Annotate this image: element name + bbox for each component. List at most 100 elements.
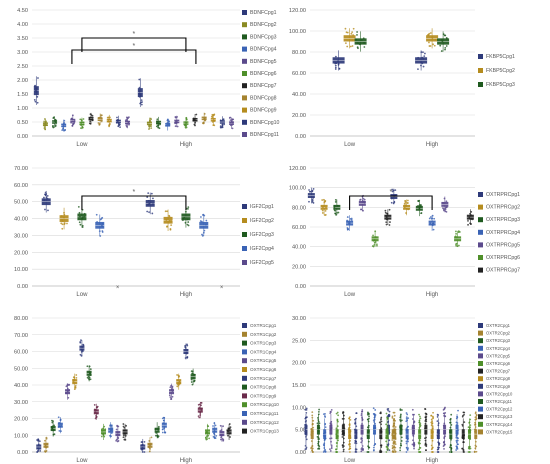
- data-point: [417, 68, 419, 71]
- data-point: [191, 383, 194, 386]
- data-point: [380, 423, 383, 426]
- data-point: [80, 354, 83, 357]
- data-point: [329, 450, 332, 452]
- data-point: [65, 392, 67, 395]
- data-point: [445, 200, 448, 203]
- data-point: [177, 384, 180, 387]
- x-tick-label: High: [426, 458, 438, 464]
- data-point: [109, 429, 112, 432]
- data-point: [368, 415, 370, 418]
- data-point: [404, 204, 407, 207]
- data-point: [336, 411, 339, 414]
- data-point: [304, 423, 307, 426]
- data-point: [374, 230, 377, 233]
- data-point: [399, 442, 402, 445]
- data-point: [455, 236, 457, 239]
- data-point: [439, 44, 442, 47]
- data-point: [394, 446, 397, 449]
- data-point: [406, 448, 409, 451]
- data-point: [469, 418, 472, 421]
- data-point: [361, 418, 364, 421]
- data-point: [386, 434, 389, 437]
- data-point: [62, 124, 65, 126]
- data-point: [101, 230, 104, 232]
- data-point: [469, 451, 471, 453]
- data-point: [353, 428, 356, 431]
- data-point: [44, 193, 47, 196]
- y-tick-label: 0.00: [17, 284, 28, 290]
- data-point: [212, 435, 215, 438]
- data-point: [399, 416, 402, 419]
- data-point: [60, 215, 63, 217]
- data-point: [201, 234, 204, 237]
- data-point: [425, 418, 428, 421]
- data-point: [140, 101, 143, 104]
- data-point: [422, 65, 425, 68]
- data-point: [177, 374, 180, 377]
- data-point: [455, 435, 458, 437]
- y-tick-label: 60.00: [14, 350, 28, 356]
- legend-swatch: [242, 232, 247, 237]
- y-tick-label: 30.00: [14, 233, 28, 239]
- data-point: [388, 431, 391, 434]
- data-point: [361, 445, 364, 447]
- legend-label: BDNFCpg6: [250, 71, 277, 77]
- chart-panel-5: 0.00 10.00 20.00 30.00 40.00 50.00 60.00 70.00 8…: [14, 316, 279, 464]
- data-point: [100, 120, 103, 123]
- y-tick-label: 20.00: [14, 250, 28, 256]
- legend-swatch: [478, 242, 483, 248]
- data-point: [373, 444, 376, 447]
- legend-label: OXTR1Cpg10: [250, 402, 279, 407]
- data-point: [100, 114, 102, 117]
- data-point: [176, 383, 179, 386]
- data-point: [405, 207, 408, 210]
- data-point: [312, 423, 314, 425]
- data-point: [437, 441, 440, 444]
- data-point: [443, 408, 446, 411]
- data-point: [44, 444, 47, 447]
- data-point: [45, 196, 48, 199]
- data-point: [205, 438, 208, 440]
- data-point: [193, 123, 196, 126]
- data-point: [367, 420, 370, 423]
- data-point: [355, 436, 358, 439]
- legend-swatch: [242, 107, 247, 113]
- data-point: [407, 202, 409, 204]
- legend-swatch: [478, 361, 483, 366]
- y-tick-label: 15.00: [292, 383, 306, 389]
- data-point: [80, 124, 82, 127]
- data-point: [61, 218, 63, 221]
- data-point: [361, 409, 364, 411]
- data-point: [66, 387, 69, 390]
- data-point: [374, 422, 376, 425]
- legend-swatch: [478, 217, 483, 223]
- data-point: [210, 115, 213, 118]
- data-point: [390, 196, 393, 199]
- data-point: [336, 212, 338, 214]
- data-point: [159, 123, 161, 126]
- data-point: [344, 42, 347, 44]
- outlier-mark: ×: [116, 285, 120, 291]
- data-point: [424, 432, 427, 435]
- data-point: [342, 411, 345, 413]
- data-point: [177, 376, 180, 378]
- data-point: [45, 436, 48, 439]
- data-point: [456, 443, 459, 446]
- legend-label: OXTR2Cpg11: [486, 399, 513, 404]
- data-point: [205, 223, 207, 226]
- data-point: [53, 424, 56, 427]
- data-point: [385, 451, 388, 453]
- data-point: [106, 116, 109, 119]
- data-point: [344, 27, 347, 30]
- data-point: [436, 416, 439, 418]
- data-point: [394, 432, 397, 435]
- data-point: [222, 439, 225, 442]
- data-point: [333, 205, 336, 207]
- data-point: [420, 51, 423, 54]
- data-point: [348, 448, 351, 451]
- data-point: [363, 46, 366, 48]
- data-point: [104, 428, 107, 431]
- data-point: [317, 424, 320, 427]
- data-point: [413, 429, 415, 432]
- legend-swatch: [478, 204, 483, 210]
